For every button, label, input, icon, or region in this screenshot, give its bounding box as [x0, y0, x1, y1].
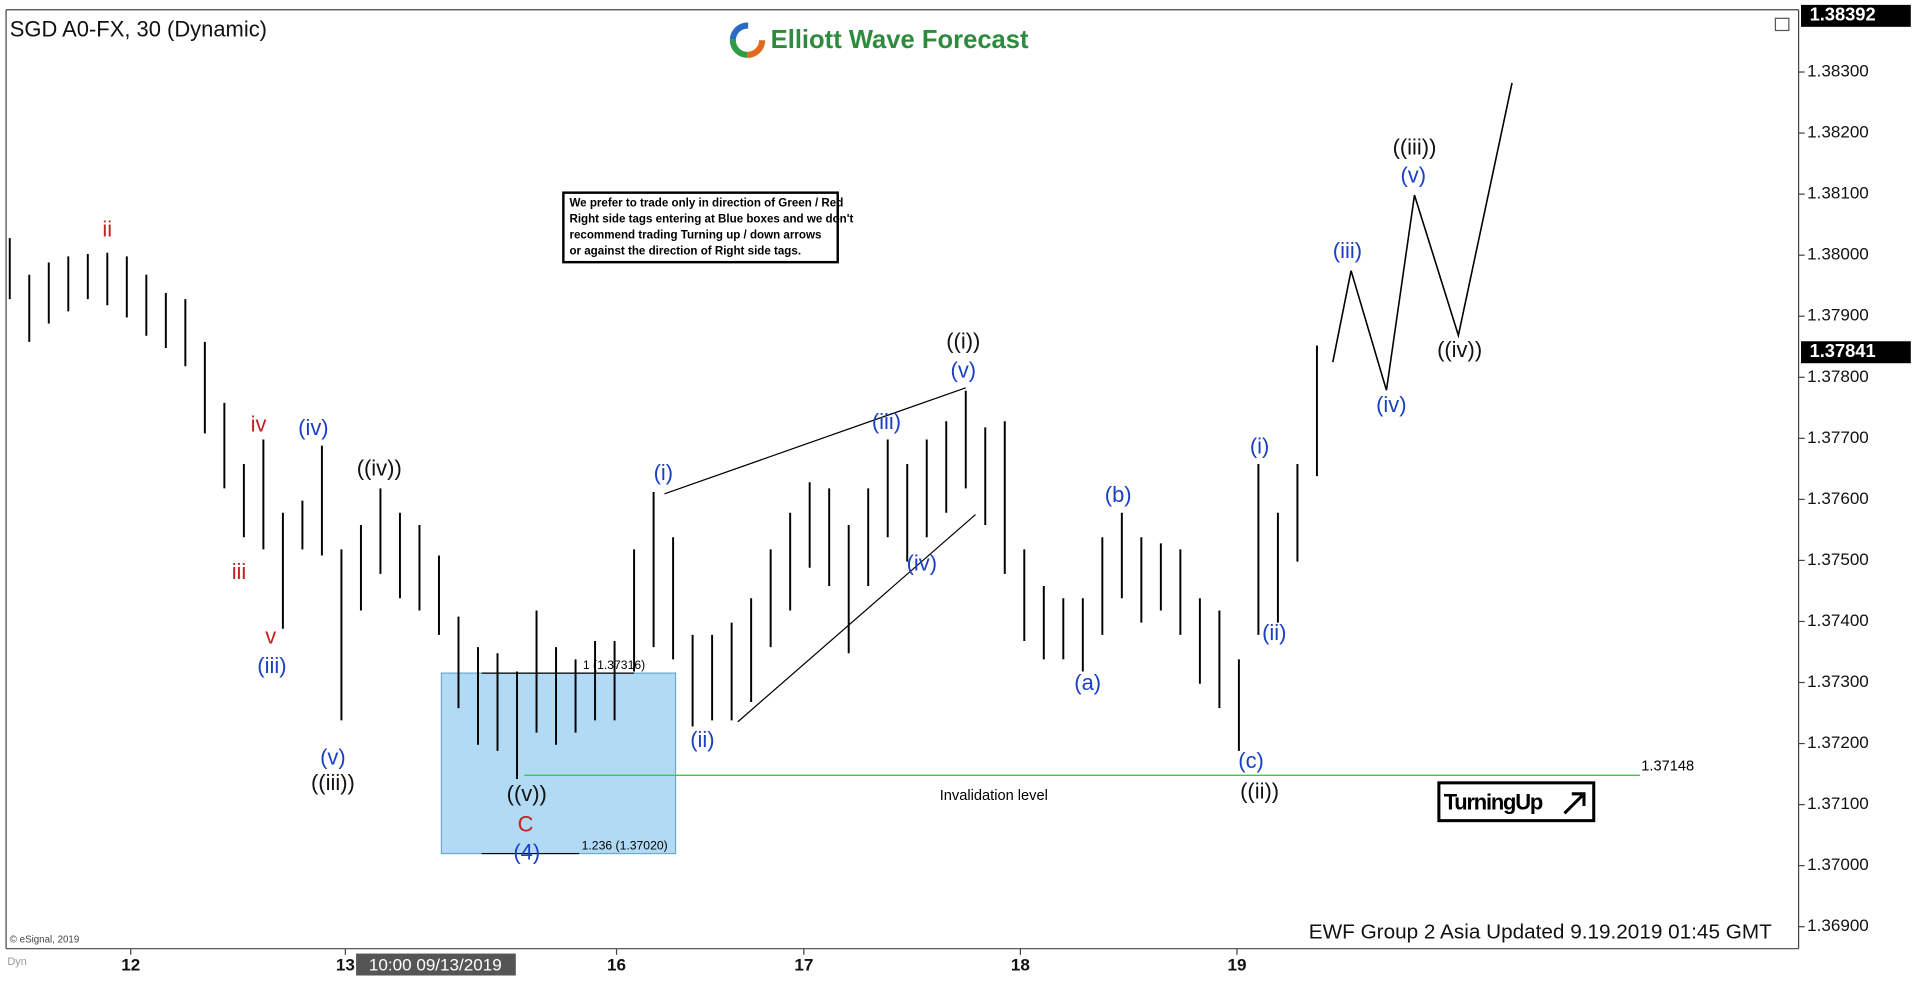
- y-tick-label: 1.37400: [1807, 611, 1869, 630]
- wave-label: (iv): [298, 415, 328, 440]
- wave-label: (iii): [257, 653, 286, 678]
- y-tick-label: 1.37000: [1807, 855, 1869, 874]
- y-tick-label: 1.38000: [1807, 245, 1869, 264]
- wave-label: ((iii)): [311, 770, 355, 795]
- turning-box: [1437, 781, 1596, 823]
- note-box: [562, 191, 839, 264]
- wave-label: ((iv)): [357, 455, 402, 480]
- wave-label: (iii): [1333, 238, 1362, 263]
- high-marker-label: 1.38392: [1810, 4, 1876, 25]
- wave-label: ((ii)): [1240, 778, 1279, 803]
- footer: EWF Group 2 Asia Updated 9.19.2019 01:45…: [1309, 920, 1772, 943]
- crosshair-time: 10:00 09/13/2019: [369, 955, 502, 974]
- turning-text: TurningUp: [1444, 789, 1543, 814]
- note-line: or against the direction of Right side t…: [569, 245, 801, 257]
- chart-title: SGD A0-FX, 30 (Dynamic): [10, 16, 267, 41]
- box-label: 1.236 (1.37020): [582, 838, 668, 852]
- note-line: recommend trading Turning up / down arro…: [569, 229, 821, 241]
- x-tick-label: 17: [794, 955, 813, 974]
- x-tick-label: 19: [1227, 955, 1246, 974]
- wave-label: ii: [102, 216, 112, 241]
- wave-label: v: [265, 624, 276, 649]
- wave-label: ((iii)): [1393, 135, 1437, 160]
- invalidation-value: 1.37148: [1641, 759, 1694, 775]
- x-tick-label: 16: [607, 955, 626, 974]
- y-tick-label: 1.37100: [1807, 794, 1869, 813]
- y-tick-label: 1.38100: [1807, 184, 1869, 203]
- x-tick-label: 18: [1011, 955, 1030, 974]
- wave-label: (i): [654, 460, 674, 485]
- y-tick-label: 1.36900: [1807, 916, 1869, 935]
- y-tick-label: 1.37600: [1807, 489, 1869, 508]
- wave-label: (iv): [1376, 392, 1406, 417]
- x-tick-label: 13: [336, 955, 355, 974]
- logo-arc: [729, 22, 766, 58]
- wave-label: (ii): [690, 727, 714, 752]
- note-line: Right side tags entering at Blue boxes a…: [569, 214, 853, 226]
- projection-path: [1332, 82, 1513, 391]
- y-tick-label: 1.38300: [1807, 62, 1869, 81]
- channel-line: [664, 387, 966, 495]
- turning-arrow: [1563, 792, 1586, 815]
- wave-label: ((v)): [507, 781, 547, 806]
- wave-label: (4): [513, 839, 540, 864]
- price-bars: [8, 238, 1318, 779]
- wave-label: (b): [1105, 482, 1132, 507]
- logo-text: Elliott Wave Forecast: [771, 26, 1029, 54]
- wave-label: C: [518, 811, 534, 836]
- y-tick-label: 1.37700: [1807, 428, 1869, 447]
- y-tick-label: 1.37200: [1807, 733, 1869, 752]
- y-tick-label: 1.37900: [1807, 306, 1869, 325]
- y-tick-label: 1.37500: [1807, 550, 1869, 569]
- logo-arc: [729, 22, 766, 58]
- x-tick-label: 12: [121, 955, 140, 974]
- channel-line: [737, 514, 976, 723]
- logo: Elliott Wave Forecast: [729, 22, 1029, 58]
- last-price-label: 1.37841: [1810, 340, 1876, 361]
- wave-label: (i): [1250, 433, 1269, 458]
- corner-label: Dyn: [7, 956, 27, 968]
- wave-label: iii: [232, 559, 247, 584]
- high-marker-box: [1801, 4, 1911, 27]
- invalidation-label: Invalidation level: [940, 788, 1048, 804]
- last-price-box: [1801, 341, 1911, 364]
- wave-label: (v): [320, 744, 346, 769]
- wave-label: (v): [951, 358, 977, 383]
- copyright: © eSignal, 2019: [10, 935, 80, 946]
- wave-label: (a): [1074, 670, 1101, 695]
- window-icon[interactable]: [1774, 17, 1790, 32]
- wave-label: iv: [251, 411, 267, 436]
- wave-label: (iv): [907, 550, 937, 575]
- wave-labels: iiiviiiv(iv)(iii)(v)((iii))((iv))((v))C(…: [102, 135, 1482, 865]
- logo-arc: [729, 22, 766, 58]
- wave-label: (v): [1400, 163, 1426, 188]
- crosshair-box: [356, 953, 516, 976]
- wave-label: (c): [1238, 748, 1264, 773]
- wave-label: (iii): [872, 409, 901, 434]
- wave-label: ((iv)): [1437, 337, 1482, 362]
- y-tick-label: 1.37300: [1807, 672, 1869, 691]
- note-line: We prefer to trade only in direction of …: [569, 198, 843, 210]
- blue-box: [440, 672, 677, 855]
- wave-label: (ii): [1262, 620, 1286, 645]
- y-tick-label: 1.38200: [1807, 123, 1869, 142]
- y-tick-label: 1.37800: [1807, 367, 1869, 386]
- wave-label: ((i)): [946, 328, 980, 353]
